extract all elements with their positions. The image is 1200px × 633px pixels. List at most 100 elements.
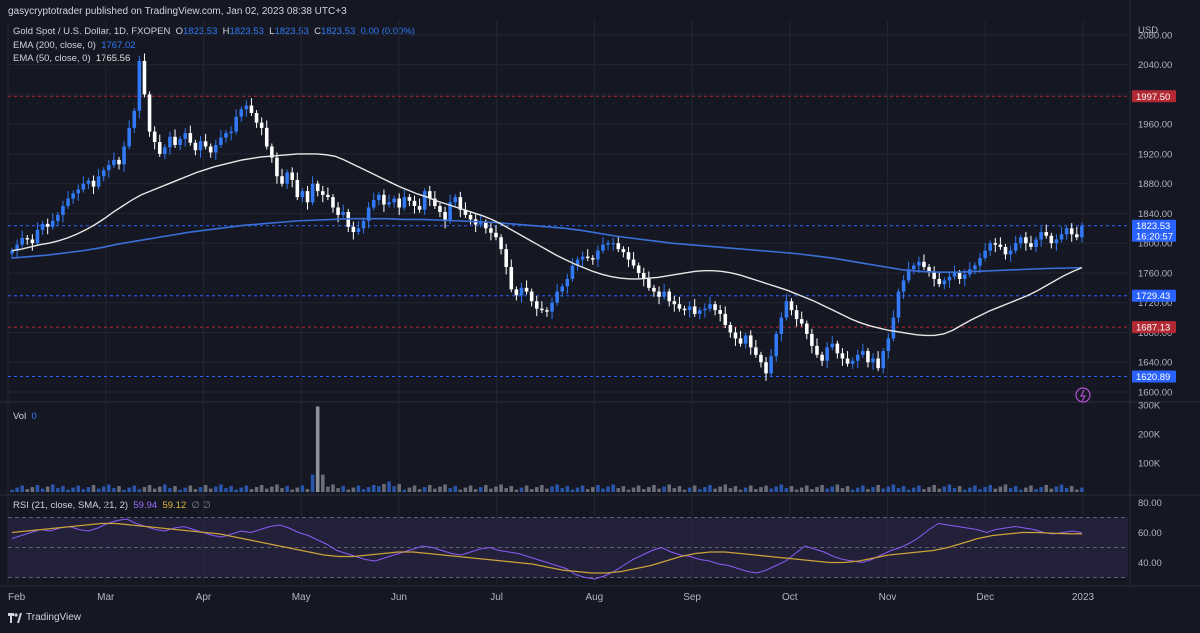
candle-body	[779, 317, 784, 334]
candle-body	[754, 347, 758, 355]
volume-bar	[723, 484, 728, 492]
candle-body	[616, 243, 621, 250]
candle-body	[1018, 237, 1023, 244]
volume-bar	[473, 489, 478, 492]
volume-bar	[147, 484, 152, 492]
ema200-legend[interactable]: EMA (200, close, 0) 1767.02	[13, 40, 136, 51]
volume-bar	[896, 488, 901, 492]
volume-bar	[224, 488, 228, 492]
tradingview-brand-text: TradingView	[26, 612, 82, 623]
candle-body	[514, 289, 519, 296]
candle-body	[850, 360, 855, 364]
volume-bar	[692, 485, 697, 492]
volume-bar	[336, 488, 340, 492]
volume-bar	[591, 487, 595, 492]
candle-body	[117, 159, 121, 165]
volume-bar	[911, 487, 916, 492]
volume-bar	[983, 487, 987, 492]
candle-body	[315, 183, 320, 192]
rsi-legend[interactable]: RSI (21, close, SMA, 21, 2) 59.94 59.12 …	[13, 500, 211, 511]
candle-body	[478, 222, 483, 225]
volume-bar	[815, 487, 819, 492]
volume-bar	[285, 486, 289, 492]
volume-bar	[331, 484, 335, 492]
candle-body	[1064, 228, 1069, 235]
candle-body	[20, 237, 24, 245]
volume-bar	[427, 484, 432, 492]
volume-bar	[641, 489, 646, 492]
volume-bar	[96, 488, 101, 492]
volume-bar	[845, 486, 850, 492]
candle-body	[636, 265, 641, 273]
volume-bar	[326, 486, 330, 492]
candle-body	[641, 272, 646, 279]
volume-bar	[560, 488, 565, 492]
volume-label: Vol	[13, 411, 27, 422]
volume-bar	[356, 485, 361, 492]
volume-bar	[1054, 486, 1059, 492]
ema50-legend[interactable]: EMA (50, close, 0) 1765.56	[13, 53, 130, 64]
volume-bar	[407, 487, 412, 492]
volume-bar	[886, 486, 891, 492]
candle-body	[280, 176, 284, 184]
volume-bar	[244, 485, 249, 492]
candle-body	[509, 267, 514, 290]
candle-body	[295, 179, 300, 198]
volume-bar	[647, 487, 651, 492]
price-tick-label: 2000.00	[1138, 90, 1172, 101]
candle-body	[433, 198, 437, 206]
candle-body	[962, 274, 967, 279]
rsi-line	[11, 518, 1082, 580]
volume-bar	[1075, 489, 1079, 492]
volume-bar	[270, 486, 274, 492]
volume-bar	[377, 486, 381, 492]
volume-bar	[784, 488, 789, 492]
candle-body	[805, 323, 809, 334]
candle-body	[331, 197, 335, 208]
volume-bar	[748, 485, 753, 492]
candle-body	[1034, 239, 1038, 247]
candle-body	[1049, 235, 1054, 244]
volume-bar	[988, 484, 992, 492]
volume-bar	[861, 485, 865, 492]
ema50-label: EMA (50, close, 0)	[13, 53, 91, 64]
volume-bar	[361, 489, 366, 492]
volume-bar	[438, 486, 442, 492]
rsi-tick-label: 80.00	[1138, 498, 1162, 509]
candle-body	[438, 206, 442, 212]
volume-bar	[56, 488, 60, 492]
candle-body	[667, 291, 672, 302]
candle-body	[326, 194, 330, 198]
volume-bar	[733, 486, 738, 492]
tradingview-brand[interactable]: TradingView	[8, 612, 81, 623]
volume-bar	[585, 489, 590, 492]
volume-bar	[922, 489, 926, 492]
volume-bar	[15, 487, 19, 492]
candle-body	[927, 267, 931, 272]
candle-body	[163, 147, 167, 154]
symbol-name: Gold Spot / U.S. Dollar, 1D, FXOPEN	[13, 26, 171, 37]
volume-bar	[779, 484, 784, 492]
candle-body	[978, 258, 982, 266]
volume-bars	[10, 406, 1084, 492]
volume-bar	[264, 488, 269, 492]
candle-body	[45, 223, 50, 227]
ema200-label: EMA (200, close, 0)	[13, 40, 96, 51]
volume-bar	[672, 488, 677, 492]
volume-bar	[570, 489, 575, 492]
volume-bar	[371, 484, 376, 492]
candle-body	[774, 333, 779, 357]
candle-body	[606, 243, 610, 245]
volume-bar	[743, 487, 748, 492]
candle-body	[748, 335, 753, 348]
candle-body	[473, 219, 478, 225]
candle-body	[397, 198, 401, 208]
volume-bar	[1064, 488, 1069, 492]
volume-bar	[183, 487, 188, 492]
candle-body	[76, 189, 81, 194]
volume-bar	[402, 489, 407, 492]
volume-bar	[626, 489, 631, 492]
volume-legend[interactable]: Vol 0	[13, 411, 37, 422]
candle-body	[830, 343, 835, 348]
